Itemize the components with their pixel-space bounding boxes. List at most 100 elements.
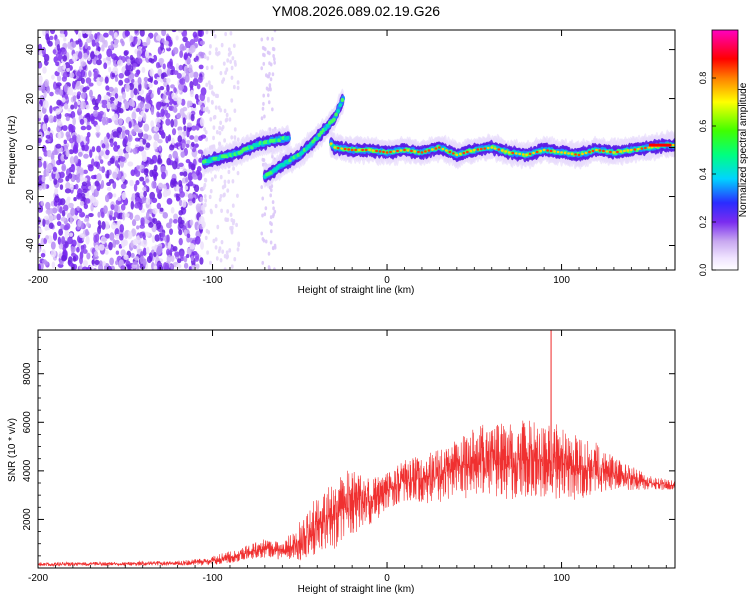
noise-speckle [117,106,122,114]
noise-speckle [114,167,120,174]
noise-speckle [38,75,43,84]
ridge-peak [553,150,556,153]
ridge-peak [619,150,623,153]
noise-speckle [267,100,271,105]
noise-speckle [83,144,89,152]
noise-speckle [82,188,88,193]
noise-speckle [68,123,74,133]
noise-speckle [91,259,95,265]
noise-speckle [52,166,57,172]
ridge-peak [588,150,591,154]
noise-speckle [69,215,73,225]
noise-speckle [156,247,162,256]
noise-speckle [207,109,211,114]
ridge-peak [567,152,570,155]
noise-speckle [186,122,192,128]
noise-speckle [79,167,84,176]
colorbar: 0.0 0.2 0.4 0.6 0.8 Normalized spectral ampl… [698,29,749,276]
noise-speckle [168,160,174,166]
noise-speckle [43,215,49,221]
ridge-peak [392,150,396,153]
noise-speckle [272,53,275,58]
noise-speckle [232,166,235,171]
noise-speckle [148,221,154,228]
noise-speckle [143,76,149,83]
ridge-peak [640,147,644,150]
noise-speckle [266,93,270,98]
ridge-peak [514,152,518,155]
noise-speckle [141,66,146,73]
noise-speckle [156,101,161,111]
noise-speckle [109,232,115,241]
noise-speckle [184,74,190,83]
noise-speckle [168,218,173,224]
noise-speckle [103,39,108,48]
noise-speckle [64,93,69,100]
noise-speckle [94,102,99,108]
noise-speckle [136,69,141,75]
noise-speckle [230,65,234,71]
noise-speckle [139,224,146,229]
noise-speckle [225,117,229,122]
noise-speckle [271,200,275,205]
noise-speckle [118,79,124,86]
noise-speckle [147,77,153,83]
noise-speckle [264,206,268,211]
noise-speckle [143,190,147,197]
noise-speckle [203,54,207,59]
noise-speckle [94,259,100,266]
noise-speckle [86,38,92,43]
noise-speckle [134,80,139,86]
noise-speckle [99,110,104,116]
x-tick-label: -100 [203,275,223,286]
noise-speckle [130,196,135,202]
noise-speckle [49,105,53,114]
ridge-peak [595,148,598,152]
ridge-peak [581,152,584,156]
noise-speckle [80,61,87,67]
noise-speckle [155,35,162,41]
noise-speckle [82,260,88,267]
noise-speckle [123,230,129,239]
noise-speckle [128,121,132,129]
noise-speckle [227,52,231,57]
noise-speckle [153,140,158,150]
noise-speckle [76,246,80,253]
noise-speckle [132,147,138,155]
noise-speckle [262,61,266,66]
noise-speckle [207,230,211,235]
noise-speckle [43,237,48,245]
noise-speckle [123,254,129,261]
noise-speckle [108,66,112,73]
noise-speckle [59,171,65,179]
noise-speckle [116,126,123,134]
noise-speckle [69,156,75,165]
noise-speckle [269,215,273,220]
noise-speckle [205,30,209,35]
noise-speckle [190,113,195,122]
noise-speckle [156,202,162,210]
noise-speckle [54,172,60,180]
ridge-peak [347,148,351,151]
noise-speckle [210,99,214,105]
noise-speckle [127,134,133,143]
noise-speckle [223,267,227,270]
noise-speckle [263,53,266,58]
noise-speckle [180,98,186,106]
noise-speckle [215,256,219,261]
noise-speckle [157,182,164,190]
noise-speckle [41,84,46,93]
noise-speckle [63,139,68,145]
noise-speckle [96,59,102,66]
y-tick-label: 2000 [22,508,33,531]
noise-speckle [178,64,183,71]
noise-speckle [56,74,62,82]
noise-speckle [232,43,236,49]
noise-speckle [215,130,219,135]
noise-speckle [60,236,66,245]
noise-speckle [45,209,51,215]
x-tick-label: -200 [28,573,48,584]
noise-speckle [214,105,218,110]
noise-speckle [142,232,146,240]
noise-speckle [219,258,223,263]
